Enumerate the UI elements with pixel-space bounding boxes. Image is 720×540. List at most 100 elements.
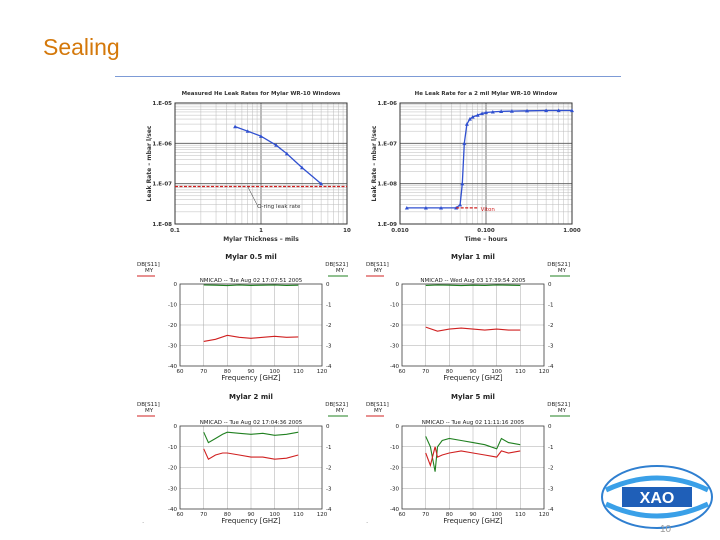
x-tick-label: 90 [248, 512, 255, 518]
slide-title: Sealing [43, 34, 120, 60]
right-tick-label: -2 [326, 466, 331, 472]
y-tick-label: -30 [168, 486, 177, 492]
right-tick-label: -2 [326, 323, 331, 329]
y-tick-label: 1.E-08 [152, 222, 172, 228]
x-tick-label: 70 [200, 369, 207, 375]
right-axis-label: DB[S21] [547, 262, 570, 268]
right-tick-label: -3 [548, 486, 554, 492]
x-tick-label: 110 [293, 369, 304, 375]
x-axis-label: Frequency [GHZ] [443, 374, 503, 382]
data-point [462, 141, 467, 145]
chart-title: Mylar 2 mil [229, 393, 273, 401]
y-axis-label: Leak Rate – mbar l/sec [371, 125, 378, 201]
data-point [464, 122, 469, 126]
right-tick-label: -4 [326, 364, 332, 370]
x-tick-label: 120 [317, 369, 328, 375]
data-point [509, 109, 514, 113]
plot-frame [401, 283, 545, 367]
x-tick-label: 80 [224, 369, 231, 375]
annotation-label: Viton [481, 207, 496, 213]
data-point [245, 129, 250, 133]
plot-frame [401, 425, 545, 510]
right-tick-label: -4 [548, 364, 554, 370]
chart-title: Mylar 1 mil [451, 253, 495, 261]
y-tick-label: -30 [390, 344, 399, 350]
x-tick-label: 70 [422, 369, 429, 375]
data-point [499, 109, 504, 113]
plot-frame [399, 102, 573, 225]
plot-header: NMICAD -- Tue Aug 02 17:07:51 2005 [200, 278, 303, 284]
y-tick-label: -10 [390, 445, 399, 451]
left-axis-unit: MY [374, 408, 383, 414]
y-tick-label: 0 [174, 282, 178, 288]
right-tick-label: -2 [548, 323, 553, 329]
y-tick-label: -30 [390, 486, 399, 492]
x-tick-label: 120 [539, 512, 550, 518]
data-point [274, 143, 279, 147]
x-axis-label: Time – hours [465, 236, 508, 243]
x-tick-label: 100 [269, 512, 280, 518]
data-point [300, 165, 305, 170]
xao-logo: XAO [601, 465, 713, 529]
x-tick-label: 110 [293, 512, 304, 518]
page-number: 10 [660, 524, 672, 535]
y-tick-label: 1.E-06 [377, 101, 397, 107]
left-axis-unit: MY [145, 408, 154, 414]
right-axis-label: DB[S21] [547, 402, 570, 408]
right-tick-label: -4 [326, 507, 332, 513]
series-line [425, 326, 521, 332]
series-line [203, 284, 299, 287]
right-tick-label: -3 [326, 344, 332, 350]
annotation-leader [247, 186, 258, 205]
data-point [570, 108, 574, 113]
left-axis-label: DB[S11] [366, 262, 389, 268]
y-tick-label: -20 [168, 323, 177, 329]
plot-frame [179, 283, 323, 367]
page-dot: . [142, 516, 145, 525]
data-point [544, 108, 549, 113]
right-axis-unit: MY [558, 268, 567, 274]
y-tick-label: 1.E-06 [152, 141, 172, 147]
x-tick-label: 100 [269, 369, 280, 375]
data-point [404, 205, 409, 210]
x-tick-label: 80 [446, 512, 453, 518]
x-tick-label: 80 [446, 369, 453, 375]
x-tick-label: 0.1 [170, 228, 180, 234]
y-tick-label: 0 [396, 424, 400, 430]
y-tick-label: 0 [174, 424, 178, 430]
plot-frame [174, 102, 348, 225]
left-axis-label: DB[S11] [137, 402, 160, 408]
x-tick-label: 70 [200, 512, 207, 518]
y-tick-label: 0 [396, 282, 400, 288]
right-tick-label: -1 [326, 303, 331, 309]
right-tick-label: 0 [548, 424, 552, 430]
data-point [439, 205, 444, 210]
x-tick-label: 80 [224, 512, 231, 518]
data-point [475, 113, 480, 117]
right-tick-label: -3 [548, 344, 554, 350]
left-axis-unit: MY [145, 268, 154, 274]
x-tick-label: 1 [259, 228, 263, 234]
y-tick-label: -20 [390, 323, 399, 329]
x-tick-label: 60 [399, 369, 406, 375]
x-tick-label: 110 [515, 512, 526, 518]
right-axis-unit: MY [336, 268, 345, 274]
y-axis-label: Leak Rate – mbar l/sec [146, 125, 153, 201]
data-point [319, 181, 324, 186]
title-divider [115, 76, 621, 77]
x-tick-label: 100 [491, 369, 502, 375]
annotation-label: O-ring leak rate [257, 204, 301, 210]
x-tick-label: 60 [399, 512, 406, 518]
data-point [480, 111, 485, 116]
x-tick-label: 60 [177, 369, 184, 375]
x-axis-label: Mylar Thickness – mils [223, 236, 299, 243]
right-tick-label: -1 [548, 445, 553, 451]
right-tick-label: 0 [326, 282, 330, 288]
series-line [425, 436, 521, 472]
plot-header: NMICAD -- Tue Aug 02 11:11:16 2005 [422, 420, 525, 426]
data-point [454, 205, 459, 210]
right-tick-label: 0 [548, 282, 552, 288]
right-tick-label: -1 [326, 445, 331, 451]
